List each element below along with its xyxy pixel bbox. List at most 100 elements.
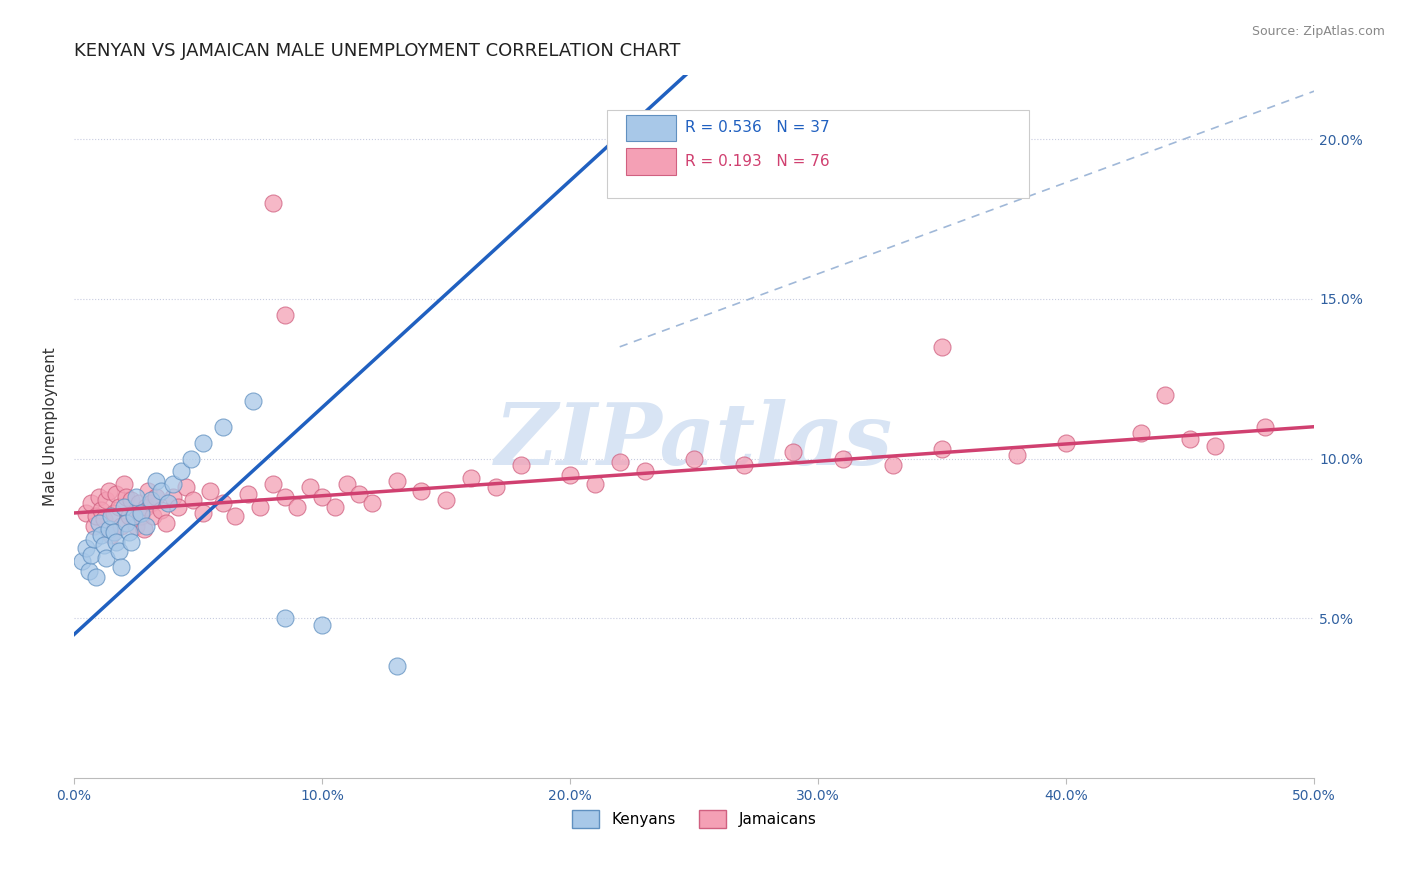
Point [110, 560, 132, 574]
Point [170, 465, 193, 479]
Point [224, 509, 246, 524]
Point [115, 516, 138, 530]
Point [93, 538, 115, 552]
Point [155, 516, 177, 530]
Point [1204, 439, 1226, 453]
Point [336, 477, 359, 491]
Point [385, 474, 408, 488]
Point [434, 493, 457, 508]
FancyBboxPatch shape [626, 148, 675, 175]
Point [97, 522, 120, 536]
Point [86, 570, 108, 584]
Point [323, 500, 346, 514]
Point [200, 483, 222, 498]
Point [80, 496, 103, 510]
Point [485, 480, 508, 494]
Point [262, 477, 284, 491]
Point [174, 480, 197, 494]
Point [105, 487, 128, 501]
Point [509, 458, 531, 472]
Legend: Kenyans, Jamaicans: Kenyans, Jamaicans [565, 804, 823, 834]
Point [212, 419, 235, 434]
Point [149, 503, 172, 517]
Point [142, 509, 165, 524]
Point [167, 500, 190, 514]
Point [112, 477, 135, 491]
Point [832, 451, 855, 466]
Point [83, 532, 105, 546]
Point [110, 518, 132, 533]
Point [145, 490, 167, 504]
Point [83, 518, 105, 533]
Point [1129, 426, 1152, 441]
Point [77, 564, 100, 578]
Point [122, 509, 145, 524]
Point [311, 490, 333, 504]
Point [242, 394, 264, 409]
Point [86, 509, 108, 524]
Point [285, 500, 308, 514]
Point [558, 467, 581, 482]
Point [122, 506, 145, 520]
Point [107, 544, 129, 558]
FancyBboxPatch shape [607, 111, 1029, 198]
Point [76, 541, 98, 556]
Point [112, 500, 135, 514]
Point [633, 465, 655, 479]
Point [103, 525, 125, 540]
Point [1178, 433, 1201, 447]
Point [157, 496, 180, 510]
Point [1054, 435, 1077, 450]
Point [128, 496, 150, 510]
Point [733, 458, 755, 472]
Point [274, 308, 297, 322]
Point [87, 516, 110, 530]
Point [882, 458, 904, 472]
Text: R = 0.193   N = 76: R = 0.193 N = 76 [686, 154, 830, 169]
Point [129, 509, 152, 524]
Point [145, 474, 167, 488]
Point [125, 490, 148, 504]
Point [311, 617, 333, 632]
Point [274, 490, 297, 504]
Point [139, 493, 162, 508]
Point [181, 493, 204, 508]
Point [103, 506, 125, 520]
Text: R = 0.536   N = 37: R = 0.536 N = 37 [686, 120, 830, 136]
Point [80, 548, 103, 562]
Point [1154, 388, 1177, 402]
Point [138, 483, 160, 498]
Point [931, 442, 953, 456]
Point [118, 525, 141, 540]
Point [105, 534, 128, 549]
Point [180, 451, 202, 466]
Point [90, 503, 112, 517]
Point [162, 477, 184, 491]
Point [274, 611, 297, 625]
Text: ZIPatlas: ZIPatlas [495, 399, 893, 483]
Text: KENYAN VS JAMAICAN MALE UNEMPLOYMENT CORRELATION CHART: KENYAN VS JAMAICAN MALE UNEMPLOYMENT COR… [75, 42, 681, 60]
Point [162, 490, 184, 504]
Point [100, 528, 122, 542]
Point [76, 506, 98, 520]
Point [115, 490, 138, 504]
Point [460, 471, 482, 485]
Point [129, 506, 152, 520]
Point [360, 496, 382, 510]
Point [683, 451, 706, 466]
Point [120, 534, 142, 549]
Point [97, 483, 120, 498]
Point [87, 490, 110, 504]
Point [349, 487, 371, 501]
Point [135, 518, 157, 533]
Point [385, 659, 408, 673]
Point [96, 550, 118, 565]
Point [249, 500, 271, 514]
Point [411, 483, 433, 498]
Point [135, 500, 157, 514]
Point [132, 522, 155, 536]
Point [583, 477, 606, 491]
Point [931, 340, 953, 354]
Point [125, 518, 148, 533]
Point [262, 196, 284, 211]
